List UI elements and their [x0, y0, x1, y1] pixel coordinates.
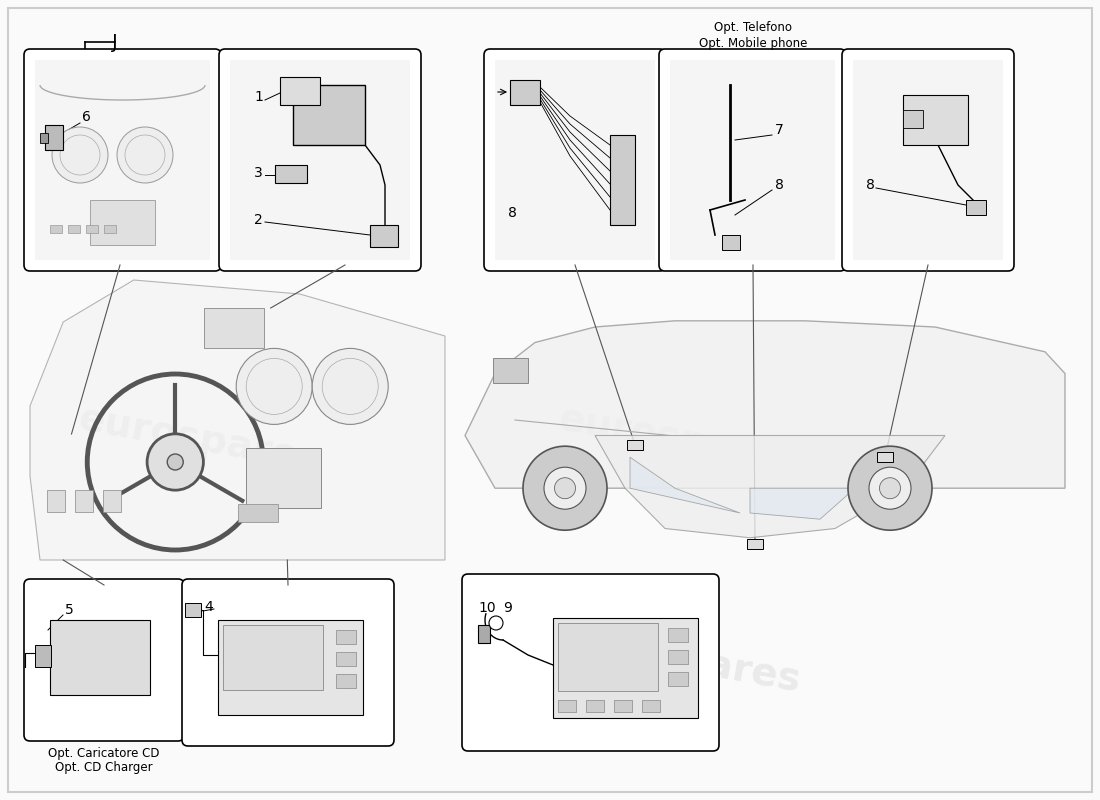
- Circle shape: [522, 446, 607, 530]
- Bar: [104, 225, 116, 233]
- Bar: [293, 85, 365, 145]
- Text: 3: 3: [254, 166, 263, 180]
- Text: 4: 4: [205, 600, 213, 614]
- Circle shape: [880, 478, 901, 498]
- Bar: [668, 672, 688, 686]
- Bar: [35, 645, 51, 667]
- Bar: [336, 652, 356, 666]
- Text: 8: 8: [508, 206, 517, 220]
- Bar: [40, 133, 48, 143]
- Text: eurospares: eurospares: [556, 400, 804, 480]
- Bar: [877, 452, 893, 462]
- FancyBboxPatch shape: [24, 579, 184, 741]
- Text: Opt. Caricatore CD: Opt. Caricatore CD: [48, 746, 160, 759]
- Bar: [478, 625, 490, 643]
- Bar: [670, 60, 835, 260]
- Text: Opt. Mobile phone: Opt. Mobile phone: [698, 37, 807, 50]
- Bar: [68, 225, 80, 233]
- Bar: [586, 700, 604, 712]
- Bar: [966, 200, 986, 215]
- Bar: [185, 603, 201, 617]
- Text: Opt. Telefono: Opt. Telefono: [714, 21, 792, 34]
- FancyBboxPatch shape: [182, 579, 394, 746]
- Text: 9: 9: [503, 601, 512, 615]
- Circle shape: [554, 478, 575, 498]
- Bar: [668, 628, 688, 642]
- Bar: [495, 60, 654, 260]
- Text: 7: 7: [776, 123, 783, 137]
- Bar: [852, 60, 1003, 260]
- Circle shape: [167, 454, 184, 470]
- Polygon shape: [750, 488, 855, 519]
- Bar: [46, 490, 65, 512]
- Text: J: J: [112, 33, 118, 51]
- Circle shape: [312, 349, 388, 424]
- Bar: [370, 225, 398, 247]
- Bar: [747, 539, 763, 549]
- Text: 8: 8: [776, 178, 784, 192]
- Text: 8: 8: [866, 178, 874, 192]
- Circle shape: [117, 127, 173, 183]
- Bar: [230, 60, 410, 260]
- Polygon shape: [30, 280, 446, 560]
- Bar: [903, 110, 923, 128]
- Circle shape: [236, 349, 312, 424]
- Text: Opt. CD Charger: Opt. CD Charger: [55, 762, 153, 774]
- FancyBboxPatch shape: [462, 574, 719, 751]
- Bar: [627, 440, 644, 450]
- FancyBboxPatch shape: [24, 49, 221, 271]
- Bar: [45, 125, 63, 150]
- Text: 6: 6: [82, 110, 91, 124]
- Bar: [245, 448, 321, 508]
- Bar: [75, 490, 92, 512]
- Bar: [610, 135, 635, 225]
- Bar: [35, 60, 210, 260]
- Bar: [558, 700, 576, 712]
- Bar: [642, 700, 660, 712]
- Circle shape: [147, 434, 204, 490]
- Bar: [275, 165, 307, 183]
- Text: 2: 2: [254, 213, 263, 227]
- Bar: [668, 650, 688, 664]
- Polygon shape: [630, 457, 740, 513]
- Text: 10: 10: [478, 601, 496, 615]
- Bar: [614, 700, 632, 712]
- Polygon shape: [595, 435, 945, 538]
- Text: eurospares: eurospares: [76, 400, 324, 480]
- Bar: [218, 620, 363, 715]
- Circle shape: [544, 467, 586, 509]
- Bar: [86, 225, 98, 233]
- Bar: [336, 630, 356, 644]
- FancyBboxPatch shape: [219, 49, 421, 271]
- Circle shape: [848, 446, 932, 530]
- Circle shape: [52, 127, 108, 183]
- Bar: [205, 308, 264, 348]
- Bar: [903, 95, 968, 145]
- Bar: [280, 77, 320, 105]
- FancyBboxPatch shape: [484, 49, 666, 271]
- Bar: [50, 620, 150, 695]
- Bar: [336, 674, 356, 688]
- Text: 1: 1: [254, 90, 263, 104]
- FancyBboxPatch shape: [659, 49, 846, 271]
- Circle shape: [490, 616, 503, 630]
- Bar: [90, 200, 155, 245]
- Text: eurospares: eurospares: [76, 620, 324, 700]
- Bar: [722, 235, 740, 250]
- Text: 5: 5: [65, 603, 74, 617]
- Bar: [493, 358, 528, 383]
- Circle shape: [869, 467, 911, 509]
- Bar: [223, 625, 323, 690]
- Bar: [553, 618, 698, 718]
- FancyBboxPatch shape: [842, 49, 1014, 271]
- Bar: [102, 490, 121, 512]
- Polygon shape: [465, 321, 1065, 488]
- Text: eurospares: eurospares: [556, 620, 804, 700]
- Bar: [238, 504, 277, 522]
- Bar: [50, 225, 62, 233]
- Bar: [510, 80, 540, 105]
- Bar: [558, 623, 658, 691]
